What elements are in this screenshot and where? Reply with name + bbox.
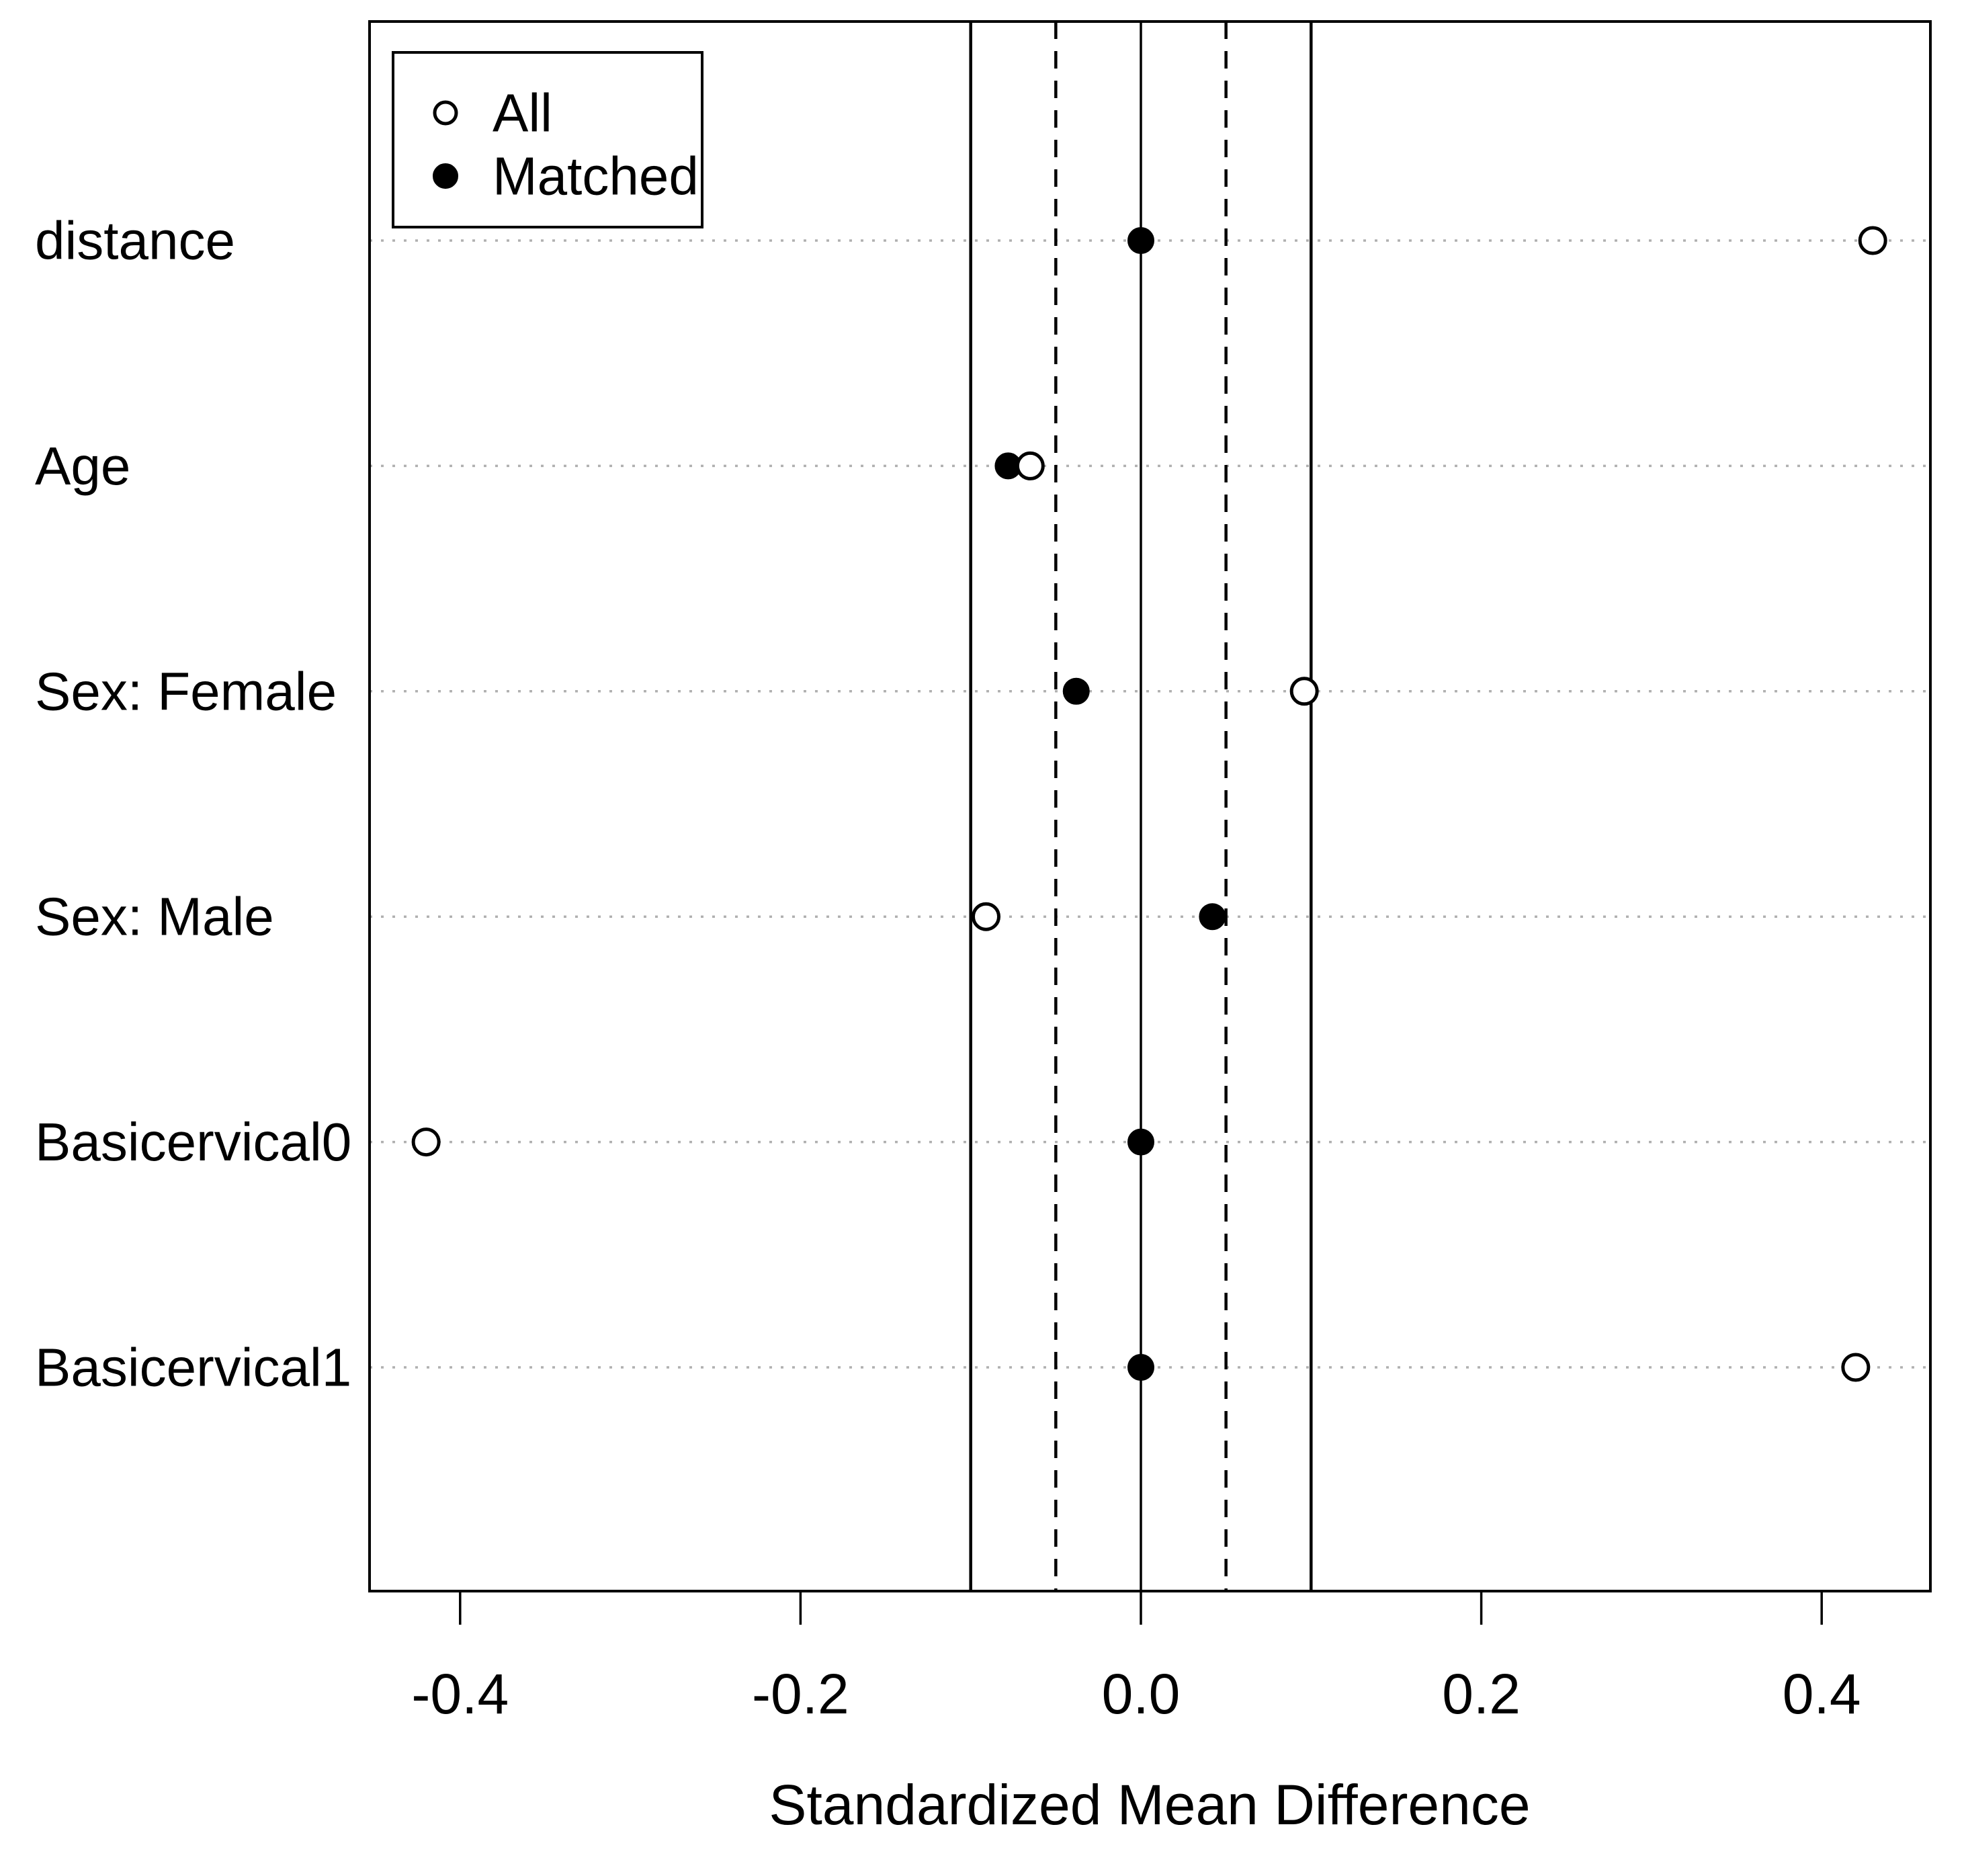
point-matched-distance [1127, 227, 1154, 254]
category-label: Age [35, 436, 130, 496]
x-axis-tick-layer [459, 1591, 1823, 1625]
category-label-layer: distance Age Sex: Female Sex: Male Basicervi… [35, 211, 351, 1398]
x-axis-tick-label: -0.2 [752, 1662, 849, 1725]
legend-filled-circle-icon [433, 163, 458, 189]
legend-label-all: All [493, 83, 552, 143]
point-matched-basicervical0 [1127, 1128, 1154, 1156]
data-point-layer [411, 226, 1887, 1382]
legend: All Matched [392, 51, 703, 228]
x-axis-tick-label: 0.0 [1102, 1662, 1181, 1725]
point-all-age [1015, 451, 1045, 480]
legend-open-circle-icon [433, 100, 458, 126]
x-axis-title: Standardized Mean Difference [769, 1773, 1530, 1836]
category-label: Sex: Female [35, 661, 337, 721]
point-all-basicervical1 [1841, 1353, 1871, 1382]
category-label: distance [35, 211, 235, 271]
x-axis-tick-label: -0.4 [411, 1662, 509, 1725]
x-axis-tick-label: 0.4 [1783, 1662, 1861, 1725]
point-all-basicervical0 [411, 1127, 441, 1157]
gridline-layer [370, 239, 1930, 1369]
category-label: Sex: Male [35, 887, 274, 947]
x-axis-tick-labels: -0.4 -0.2 0.0 0.2 0.4 [411, 1662, 1861, 1725]
point-all-sex-male [971, 902, 1000, 931]
reference-line-layer [969, 22, 1313, 1591]
point-all-sex-female [1289, 677, 1319, 706]
point-all-distance [1858, 226, 1887, 255]
point-matched-basicervical1 [1127, 1354, 1154, 1381]
x-axis-tick-label: 0.2 [1442, 1662, 1521, 1725]
legend-label-matched: Matched [493, 146, 699, 206]
category-label: Basicervical0 [35, 1112, 351, 1172]
legend-box [392, 51, 703, 228]
point-matched-sex-female [1062, 677, 1090, 705]
point-matched-sex-male [1199, 903, 1226, 931]
plot-box [368, 20, 1932, 1592]
category-label: Basicervical1 [35, 1338, 351, 1398]
